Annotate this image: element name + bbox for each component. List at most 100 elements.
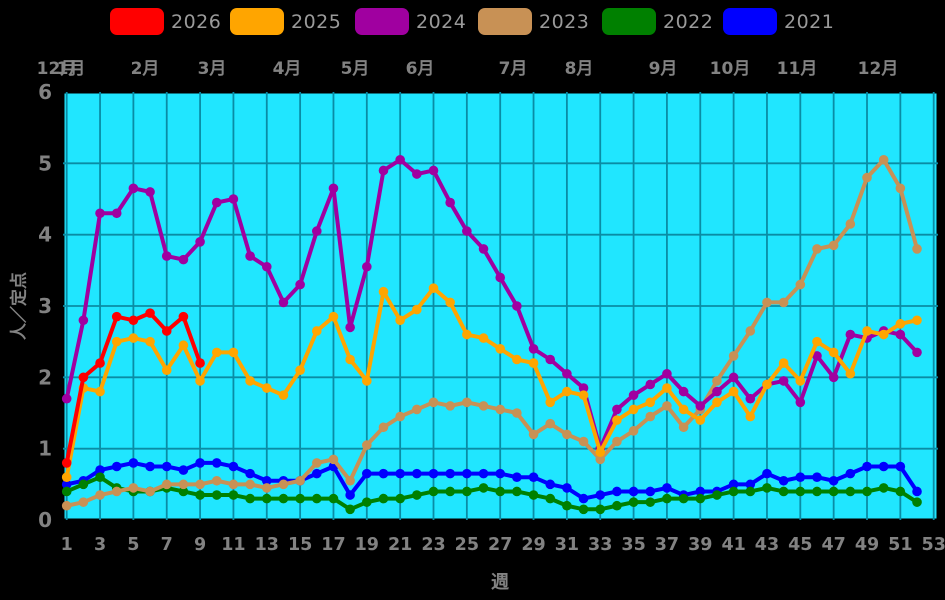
series-marker-2025 <box>428 283 439 293</box>
series-marker-2023 <box>328 454 339 465</box>
series-marker-2023 <box>161 479 172 490</box>
series-marker-2026 <box>145 308 155 318</box>
series-marker-2021 <box>762 468 772 479</box>
series-marker-2024 <box>745 393 756 404</box>
series-marker-2021 <box>745 479 756 490</box>
series-marker-2025 <box>678 404 689 415</box>
month-label: 12月 <box>36 59 78 79</box>
x-tick-label: 43 <box>755 535 779 555</box>
series-marker-2023 <box>412 404 422 415</box>
x-tick-label: 49 <box>855 535 879 555</box>
x-tick-label: 37 <box>655 535 679 555</box>
series-marker-2022 <box>612 500 622 511</box>
series-marker-2022 <box>728 486 739 497</box>
series-marker-2024 <box>128 183 139 194</box>
y-tick-label: 5 <box>38 151 52 175</box>
series-marker-2025 <box>812 336 822 347</box>
series-marker-2023 <box>845 219 856 229</box>
series-marker-2021 <box>812 472 822 483</box>
series-marker-2024 <box>378 165 389 176</box>
y-tick-label: 2 <box>38 365 52 389</box>
series-marker-2026 <box>161 326 172 336</box>
series-marker-2022 <box>211 490 222 500</box>
series-marker-2025 <box>778 358 789 368</box>
series-marker-2024 <box>778 376 789 386</box>
series-marker-2025 <box>828 347 839 358</box>
series-marker-2022 <box>462 486 472 497</box>
x-tick-label: 3 <box>94 535 106 555</box>
series-marker-2026 <box>111 311 122 322</box>
series-marker-2021 <box>445 468 455 479</box>
series-marker-2021 <box>595 490 606 500</box>
series-marker-2023 <box>762 297 772 308</box>
series-marker-2021 <box>895 461 906 472</box>
y-tick-label: 4 <box>38 223 52 247</box>
series-marker-2023 <box>445 401 455 411</box>
series-marker-2022 <box>812 486 822 497</box>
series-marker-2025 <box>178 340 189 351</box>
series-marker-2021 <box>628 486 639 497</box>
series-marker-2025 <box>328 311 339 322</box>
legend-swatch-2021 <box>723 8 777 35</box>
series-marker-2024 <box>61 393 72 404</box>
series-marker-2023 <box>828 240 839 251</box>
series-marker-2023 <box>912 244 922 254</box>
series-marker-2022 <box>912 497 922 507</box>
legend-swatch-2023 <box>478 8 532 35</box>
series-marker-2021 <box>345 490 355 500</box>
x-tick-label: 45 <box>788 535 812 555</box>
series-marker-2023 <box>111 486 122 497</box>
legend-item-2023: 2023 <box>478 8 589 35</box>
series-marker-2024 <box>895 329 906 340</box>
series-marker-2024 <box>845 329 856 340</box>
series-marker-2025 <box>845 368 856 379</box>
series-marker-2025 <box>111 336 122 347</box>
month-label: 9月 <box>648 59 678 79</box>
x-tick-label: 23 <box>421 535 445 555</box>
y-tick-label: 1 <box>38 437 52 461</box>
series-marker-2023 <box>595 454 606 465</box>
series-marker-2022 <box>278 493 289 504</box>
series-marker-2021 <box>362 468 372 479</box>
series-marker-2022 <box>778 486 789 497</box>
series-marker-2021 <box>562 483 572 493</box>
legend-label: 2021 <box>784 10 835 33</box>
series-marker-2023 <box>712 376 722 386</box>
series-marker-2025 <box>245 376 255 386</box>
legend-label: 2025 <box>291 10 342 33</box>
series-marker-2021 <box>311 468 322 479</box>
series-marker-2022 <box>412 490 422 500</box>
series-marker-2022 <box>95 472 105 483</box>
series-marker-2024 <box>562 368 572 379</box>
series-marker-2024 <box>912 347 922 358</box>
series-marker-2022 <box>245 493 255 504</box>
series-marker-2021 <box>395 468 405 479</box>
x-tick-label: 21 <box>388 535 412 555</box>
series-marker-2022 <box>895 486 906 497</box>
series-marker-2025 <box>562 386 572 397</box>
series-marker-2025 <box>462 329 472 340</box>
series-marker-2021 <box>878 461 889 472</box>
series-marker-2025 <box>595 447 606 458</box>
legend-item-2025: 2025 <box>230 8 341 35</box>
series-marker-2025 <box>862 326 872 336</box>
legend-swatch-2022 <box>602 8 656 35</box>
series-marker-2023 <box>395 411 405 422</box>
series-marker-2026 <box>178 311 189 322</box>
series-marker-2021 <box>728 479 739 490</box>
series-marker-2021 <box>612 486 622 497</box>
series-marker-2022 <box>495 486 505 497</box>
series-marker-2022 <box>528 490 539 500</box>
series-marker-2024 <box>662 368 672 379</box>
series-marker-2025 <box>95 386 105 397</box>
series-line-2022 <box>64 475 920 512</box>
series-line-2023 <box>64 157 920 508</box>
series-marker-2024 <box>645 379 656 390</box>
legend-swatch-2025 <box>230 8 284 35</box>
y-tick-label: 0 <box>38 508 52 532</box>
series-marker-2024 <box>678 386 689 397</box>
series-marker-2021 <box>528 472 539 483</box>
x-tick-label: 35 <box>621 535 645 555</box>
series-marker-2024 <box>512 301 522 311</box>
series-marker-2025 <box>512 354 522 365</box>
